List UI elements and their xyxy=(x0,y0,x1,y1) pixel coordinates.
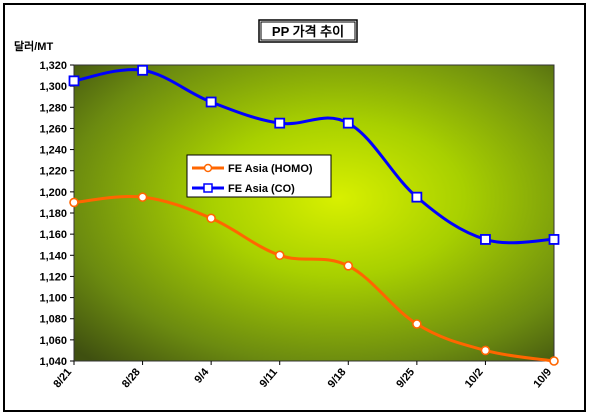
point-co xyxy=(548,234,560,245)
x-tick-label: 9/25 xyxy=(394,366,417,390)
y-tick-label: 1,200 xyxy=(39,187,67,199)
y-unit-label: 달러/MT xyxy=(14,39,53,53)
y-tick-label: 1,040 xyxy=(39,356,67,368)
x-tick-label: 9/4 xyxy=(192,366,212,386)
point-co xyxy=(480,234,491,245)
point-co xyxy=(68,75,80,87)
legend: FE Asia (HOMO) FE Asia (CO) xyxy=(186,154,332,198)
point-co xyxy=(274,117,286,129)
point-homo xyxy=(274,250,285,261)
x-tick-label: 8/28 xyxy=(120,366,143,390)
y-tick-label: 1,060 xyxy=(39,335,67,347)
y-tick-label: 1,260 xyxy=(39,123,67,135)
point-homo xyxy=(480,345,491,356)
x-tick-label: 9/11 xyxy=(257,366,280,390)
legend-label-homo: FE Asia (HOMO) xyxy=(228,163,313,175)
legend-marker-co xyxy=(203,183,213,193)
point-homo xyxy=(343,261,354,271)
y-tick-label: 1,100 xyxy=(39,293,67,305)
y-tick-label: 1,300 xyxy=(39,81,67,93)
legend-label-co: FE Asia (CO) xyxy=(228,183,295,195)
y-tick-label: 1,180 xyxy=(39,208,67,220)
chart-title-box: PP 가격 추이 xyxy=(258,19,358,43)
y-tick-label: 1,160 xyxy=(39,229,67,241)
x-tick-label: 8/21 xyxy=(51,366,74,390)
point-co xyxy=(342,117,354,129)
x-axis: 8/21 8/28 9/4 9/11 9/18 9/25 10/2 10/9 xyxy=(51,361,555,390)
x-tick-label: 9/18 xyxy=(326,366,349,390)
point-co xyxy=(411,191,423,203)
y-tick-label: 1,120 xyxy=(39,271,67,283)
point-homo xyxy=(412,319,422,329)
series-line-homo xyxy=(73,195,555,363)
point-co xyxy=(205,96,217,108)
point-homo xyxy=(69,197,79,208)
point-co xyxy=(137,64,148,76)
y-tick-label: 1,320 xyxy=(39,60,67,72)
x-tick-label: 10/2 xyxy=(463,366,486,390)
y-tick-label: 1,140 xyxy=(39,250,67,262)
x-tick-label: 10/9 xyxy=(531,366,554,390)
series-line-co xyxy=(73,68,555,245)
plot-area xyxy=(73,64,555,362)
point-homo xyxy=(206,213,216,224)
y-tick-label: 1,240 xyxy=(39,145,67,157)
point-homo xyxy=(137,192,148,202)
y-tick-label: 1,080 xyxy=(39,314,67,326)
y-tick-label: 1,220 xyxy=(39,166,67,178)
y-tick-label: 1,280 xyxy=(39,102,67,114)
series-lines xyxy=(73,68,555,363)
point-homo xyxy=(549,356,559,366)
series-markers xyxy=(68,64,560,366)
y-axis: 1,040 1,060 1,080 1,100 1,120 1,140 1,160 1,180… xyxy=(39,60,74,368)
chart-title: PP 가격 추이 xyxy=(272,24,344,39)
legend-marker-homo xyxy=(203,163,213,173)
